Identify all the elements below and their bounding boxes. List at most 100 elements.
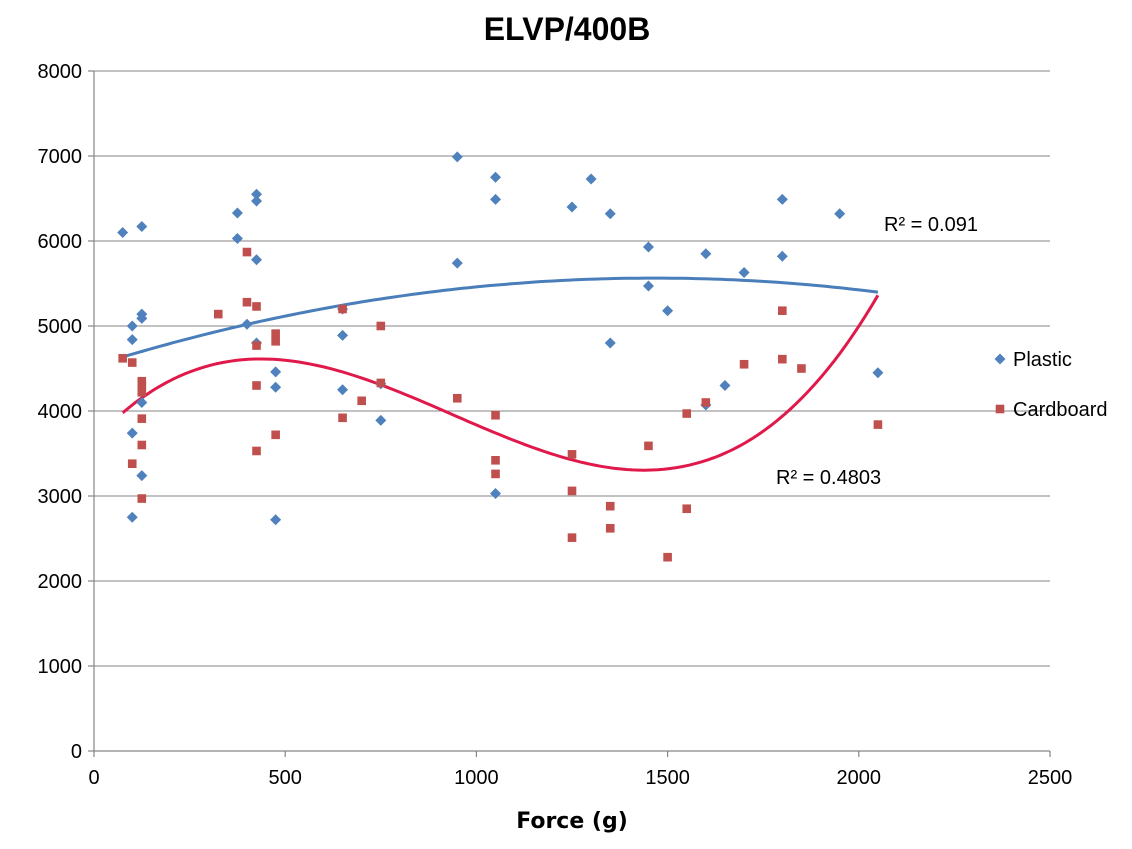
point-plastic	[241, 318, 253, 330]
point-plastic	[270, 381, 282, 393]
point-plastic	[566, 201, 578, 213]
axes: 0 1000 2000 3000 4000 5000 6000 7000 8000 0 500 100…	[38, 61, 1073, 789]
point-cardboard	[778, 354, 787, 364]
point-plastic	[136, 397, 148, 408]
point-plastic	[136, 312, 148, 324]
point-plastic	[337, 384, 349, 396]
legend-marker-cardboard	[995, 404, 1005, 414]
point-cardboard	[567, 450, 577, 459]
legend-label-plastic: Plastic	[1013, 349, 1072, 371]
point-cardboard	[376, 321, 386, 331]
y-tick-label: 0	[71, 741, 82, 763]
point-cardboard	[873, 420, 883, 429]
point-plastic	[251, 254, 263, 266]
y-tick-label: 7000	[38, 146, 83, 168]
x-tick-label: 1000	[454, 767, 499, 789]
point-plastic	[126, 427, 138, 439]
point-plastic	[126, 511, 138, 523]
legend-label-cardboard: Cardboard	[1013, 399, 1108, 421]
point-plastic	[136, 221, 148, 233]
point-cardboard	[252, 381, 261, 390]
y-tick-label: 5000	[38, 316, 83, 338]
point-plastic	[451, 257, 463, 269]
point-cardboard	[567, 486, 577, 496]
point-cardboard	[682, 504, 692, 514]
point-plastic	[642, 241, 654, 253]
x-tick-label: 0	[88, 767, 99, 789]
legend-marker-plastic	[994, 353, 1006, 365]
point-plastic	[872, 367, 884, 379]
point-cardboard	[357, 396, 366, 406]
point-plastic	[700, 248, 712, 260]
point-plastic	[375, 414, 387, 426]
data-points	[117, 151, 884, 562]
y-tick-label: 3000	[38, 486, 83, 508]
point-cardboard	[376, 378, 386, 388]
trendline-plastic	[122, 276, 879, 359]
point-cardboard	[338, 304, 347, 314]
point-plastic	[270, 514, 282, 526]
point-cardboard	[137, 494, 147, 503]
x-axis-label: Force (g)	[516, 809, 628, 834]
point-cardboard	[137, 388, 147, 397]
point-cardboard	[137, 440, 147, 450]
point-cardboard	[605, 501, 615, 511]
point-cardboard	[127, 459, 137, 468]
point-cardboard	[242, 247, 252, 257]
x-tick-label: 500	[269, 767, 302, 789]
point-cardboard	[118, 354, 127, 363]
point-plastic	[126, 334, 138, 346]
point-plastic	[776, 193, 788, 205]
point-cardboard	[271, 329, 280, 338]
point-cardboard	[242, 297, 252, 307]
point-plastic	[136, 470, 148, 482]
x-tick-label: 2500	[1028, 767, 1073, 789]
point-plastic	[738, 266, 750, 278]
legend: Plastic Cardboard	[994, 349, 1108, 421]
point-plastic	[776, 250, 788, 262]
y-tick-label: 1000	[38, 656, 83, 678]
point-plastic	[585, 173, 597, 185]
point-plastic	[126, 320, 138, 332]
point-cardboard	[252, 341, 261, 350]
y-tick-label: 4000	[38, 401, 83, 423]
point-cardboard	[213, 309, 223, 319]
point-plastic	[604, 208, 616, 220]
point-cardboard	[663, 552, 672, 562]
point-cardboard	[605, 524, 615, 533]
point-cardboard	[567, 533, 577, 542]
point-plastic	[642, 280, 654, 292]
point-plastic	[451, 151, 463, 163]
point-cardboard	[137, 381, 147, 390]
point-plastic	[834, 208, 846, 220]
point-plastic	[490, 487, 502, 499]
gridlines	[94, 70, 1050, 667]
point-cardboard	[137, 414, 147, 423]
point-cardboard	[778, 306, 787, 315]
point-cardboard	[271, 337, 280, 346]
point-cardboard	[252, 446, 261, 456]
point-plastic	[231, 232, 243, 244]
point-plastic	[604, 337, 616, 349]
x-tick-label: 2000	[837, 767, 882, 789]
point-plastic	[270, 366, 282, 378]
point-plastic	[251, 188, 263, 200]
r-squared-label-plastic: R² = 0.091	[884, 214, 978, 236]
trendlines	[121, 276, 880, 472]
point-plastic	[662, 305, 674, 317]
point-plastic	[117, 227, 129, 238]
r-squared-label-cardboard: R² = 0.4803	[776, 467, 881, 489]
point-cardboard	[739, 359, 749, 369]
point-plastic	[231, 207, 243, 219]
y-tick-label: 6000	[38, 231, 83, 253]
point-cardboard	[701, 398, 711, 407]
y-tick-label: 8000	[38, 61, 83, 83]
point-cardboard	[252, 302, 261, 311]
x-tick-label: 1500	[645, 767, 690, 789]
y-tick-label: 2000	[38, 571, 83, 593]
point-plastic	[251, 195, 263, 207]
point-plastic	[490, 193, 502, 205]
point-cardboard	[491, 410, 500, 420]
point-cardboard	[338, 413, 347, 423]
point-cardboard	[797, 364, 806, 373]
